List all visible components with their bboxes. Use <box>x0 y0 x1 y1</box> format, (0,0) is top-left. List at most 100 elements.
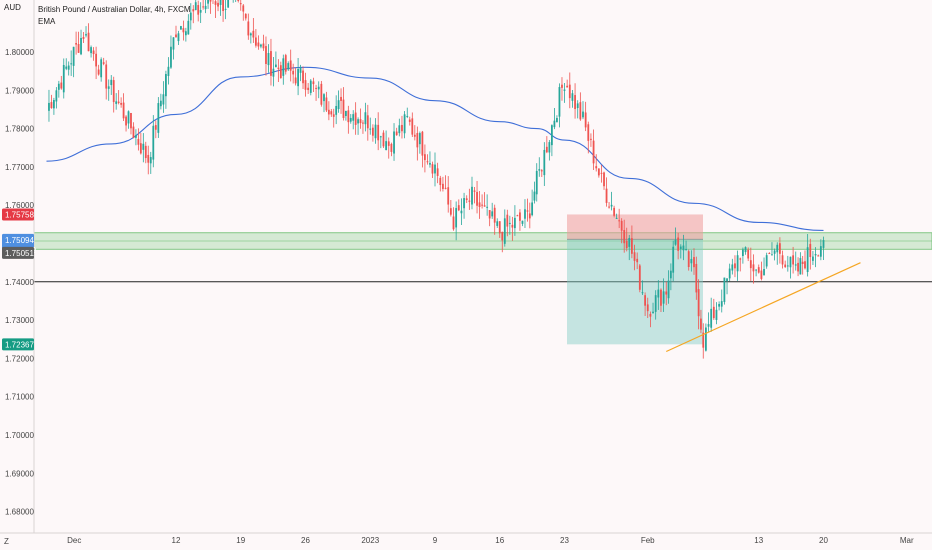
candle-body <box>491 211 494 217</box>
candle <box>207 0 209 9</box>
y-tick-label: 1.78000 <box>5 125 34 134</box>
candle <box>543 142 546 187</box>
candle <box>773 248 776 261</box>
x-tick-label: 13 <box>754 536 763 545</box>
candle-body <box>297 69 299 87</box>
y-tick-label: 1.79000 <box>5 86 34 95</box>
ema-line <box>46 66 824 232</box>
candle-body <box>55 90 58 102</box>
x-tick-label: 16 <box>495 536 504 545</box>
candle-body <box>60 82 63 89</box>
candle-body <box>267 53 270 66</box>
y-tick-label: 1.73000 <box>5 316 34 325</box>
candle-body <box>468 200 471 202</box>
candle-body <box>447 187 450 205</box>
candle <box>434 152 436 187</box>
candle-body <box>149 157 152 164</box>
candle-body <box>579 102 582 120</box>
candle <box>667 270 670 304</box>
candle <box>192 5 195 24</box>
candle <box>270 38 272 86</box>
candle <box>92 47 95 61</box>
candle-body <box>625 240 628 249</box>
candle-body <box>486 206 489 208</box>
candle-body <box>265 46 267 64</box>
candle <box>734 255 736 278</box>
candle-body <box>357 119 359 124</box>
candle-body <box>110 79 113 86</box>
candle-body <box>792 255 795 265</box>
candle-body <box>199 10 202 13</box>
candle <box>347 105 350 134</box>
candle <box>697 279 700 330</box>
candle <box>252 18 255 43</box>
candle-body <box>282 58 285 76</box>
candle-body <box>471 186 473 205</box>
price-tag: 1.72367 <box>2 338 34 351</box>
candle-body <box>558 87 561 117</box>
candle <box>638 263 641 293</box>
trendline <box>666 262 861 353</box>
candle <box>605 177 608 207</box>
candle <box>82 32 85 43</box>
candle <box>242 4 245 21</box>
candle <box>757 264 760 274</box>
x-tick-label: 19 <box>236 536 245 545</box>
candle-body <box>804 261 806 269</box>
candle-body <box>806 247 809 273</box>
price-tag-box <box>2 208 34 221</box>
candle <box>817 254 820 257</box>
candle-body <box>747 249 750 259</box>
candle-body <box>540 170 543 172</box>
candle <box>235 0 237 3</box>
candle-body <box>323 94 325 102</box>
candle-body <box>603 172 605 187</box>
timezone-corner-label[interactable]: Z <box>4 537 9 546</box>
candle <box>463 192 465 219</box>
candle <box>644 292 647 316</box>
candle <box>194 0 197 11</box>
y-tick-label: 1.69000 <box>5 469 34 478</box>
candle <box>646 297 649 319</box>
candle-body <box>786 265 789 267</box>
candle-body <box>398 125 401 134</box>
candle-body <box>563 89 566 91</box>
candle-body <box>354 112 357 125</box>
candle <box>524 199 526 229</box>
candle <box>287 61 290 71</box>
candle-body <box>53 100 55 109</box>
candle <box>806 234 809 277</box>
candle <box>100 57 103 82</box>
candle <box>122 93 125 122</box>
candle <box>112 76 115 113</box>
candle-body <box>217 2 219 7</box>
candle <box>57 80 60 98</box>
candle <box>209 0 212 14</box>
candle-body <box>710 308 713 328</box>
candle-body <box>538 169 541 171</box>
candle-body <box>366 115 369 129</box>
candle-body <box>182 28 185 33</box>
candle <box>371 124 374 142</box>
candle-body <box>582 111 584 118</box>
candle-body <box>100 59 103 78</box>
candle-body <box>416 132 419 148</box>
candle <box>199 2 202 24</box>
candle <box>763 257 765 276</box>
candle-body <box>817 255 820 257</box>
candle <box>704 323 707 352</box>
candle <box>275 51 277 68</box>
candle <box>377 112 380 151</box>
y-tick-label: 1.70000 <box>5 431 34 440</box>
candle <box>182 20 185 41</box>
candle-body <box>224 8 227 10</box>
y-tick-label: 1.72000 <box>5 354 34 363</box>
candle-body <box>728 268 731 279</box>
candle-body <box>478 202 481 207</box>
candle <box>590 133 592 147</box>
candle-body <box>142 143 145 150</box>
candle-body <box>227 0 230 8</box>
candle <box>307 83 310 94</box>
candle <box>335 95 338 125</box>
